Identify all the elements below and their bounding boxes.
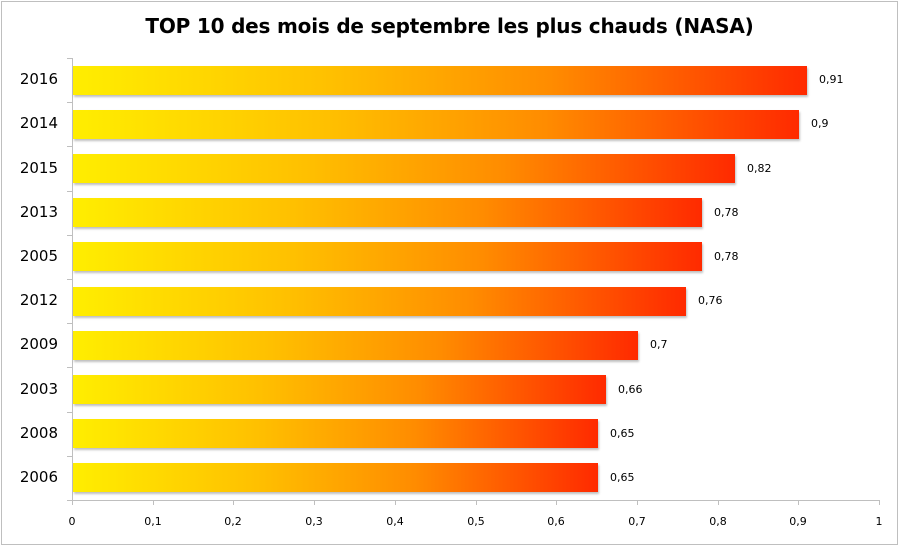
bar-2012 xyxy=(73,287,686,316)
y-tick xyxy=(67,279,72,280)
value-label: 0,65 xyxy=(610,471,635,484)
x-tick-label: 0,8 xyxy=(709,515,727,528)
bar-2006 xyxy=(73,463,598,492)
value-label: 0,91 xyxy=(819,73,844,86)
x-tick-label: 0,4 xyxy=(386,515,404,528)
bar-2005 xyxy=(73,242,702,271)
x-tick xyxy=(395,500,396,505)
category-label: 2003 xyxy=(19,380,58,398)
y-tick xyxy=(67,456,72,457)
y-tick xyxy=(67,367,72,368)
x-tick-label: 0,6 xyxy=(547,515,565,528)
bar-2014 xyxy=(73,110,799,139)
value-label: 0,78 xyxy=(714,206,739,219)
x-tick-label: 0 xyxy=(68,515,76,528)
x-tick-label: 0,9 xyxy=(789,515,807,528)
value-label: 0,65 xyxy=(610,427,635,440)
y-tick xyxy=(67,191,72,192)
y-tick xyxy=(67,58,72,59)
x-tick xyxy=(476,500,477,505)
category-label: 2005 xyxy=(19,247,58,265)
bar-2009 xyxy=(73,331,638,360)
x-tick-label: 0,3 xyxy=(305,515,323,528)
y-tick xyxy=(67,500,72,501)
y-tick xyxy=(67,146,72,147)
x-tick xyxy=(314,500,315,505)
x-tick-label: 0,5 xyxy=(467,515,485,528)
x-tick-label: 0,1 xyxy=(144,515,162,528)
value-label: 0,78 xyxy=(714,250,739,263)
x-tick xyxy=(556,500,557,505)
bar-2013 xyxy=(73,198,702,227)
category-label: 2016 xyxy=(19,70,58,88)
value-label: 0,82 xyxy=(747,162,772,175)
x-tick xyxy=(153,500,154,505)
x-tick xyxy=(718,500,719,505)
category-label: 2014 xyxy=(19,114,58,132)
y-tick xyxy=(67,412,72,413)
x-tick-label: 1 xyxy=(875,515,883,528)
bar-2016 xyxy=(73,66,807,95)
y-axis xyxy=(72,58,73,500)
category-label: 2012 xyxy=(19,291,58,309)
value-label: 0,76 xyxy=(698,294,723,307)
x-tick xyxy=(637,500,638,505)
category-label: 2013 xyxy=(19,203,58,221)
chart-title: TOP 10 des mois de septembre les plus ch… xyxy=(145,14,754,38)
category-label: 2006 xyxy=(19,468,58,486)
bar-2003 xyxy=(73,375,606,404)
category-label: 2009 xyxy=(19,335,58,353)
x-tick-label: 0,7 xyxy=(628,515,646,528)
x-tick xyxy=(879,500,880,505)
y-tick xyxy=(67,323,72,324)
value-label: 0,7 xyxy=(650,338,668,351)
x-tick xyxy=(72,500,73,505)
bar-2015 xyxy=(73,154,735,183)
y-tick xyxy=(67,235,72,236)
x-tick xyxy=(233,500,234,505)
x-tick xyxy=(798,500,799,505)
x-tick-label: 0,2 xyxy=(224,515,242,528)
y-tick xyxy=(67,102,72,103)
value-label: 0,66 xyxy=(618,383,643,396)
value-label: 0,9 xyxy=(811,117,829,130)
bar-2008 xyxy=(73,419,598,448)
category-label: 2008 xyxy=(19,424,58,442)
category-label: 2015 xyxy=(19,159,58,177)
